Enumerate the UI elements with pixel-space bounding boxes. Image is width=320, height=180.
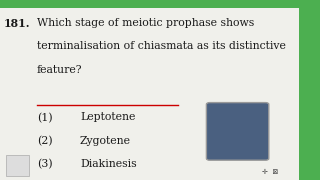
Text: (1): (1) — [37, 112, 52, 123]
Text: (2): (2) — [37, 136, 52, 146]
FancyBboxPatch shape — [299, 0, 320, 180]
Text: Zygotene: Zygotene — [80, 136, 131, 146]
FancyBboxPatch shape — [206, 103, 269, 160]
Text: Leptotene: Leptotene — [80, 112, 135, 123]
Text: feature?: feature? — [37, 65, 82, 75]
FancyBboxPatch shape — [0, 0, 299, 180]
FancyBboxPatch shape — [0, 0, 299, 8]
Text: Which stage of meiotic prophase shows: Which stage of meiotic prophase shows — [37, 18, 254, 28]
Text: terminalisation of chiasmata as its distinctive: terminalisation of chiasmata as its dist… — [37, 41, 286, 51]
FancyBboxPatch shape — [6, 155, 29, 176]
Text: ✛  ⊠: ✛ ⊠ — [262, 169, 279, 175]
Text: Diakinesis: Diakinesis — [80, 159, 137, 169]
Text: (3): (3) — [37, 159, 52, 170]
Text: 181.: 181. — [3, 18, 30, 29]
